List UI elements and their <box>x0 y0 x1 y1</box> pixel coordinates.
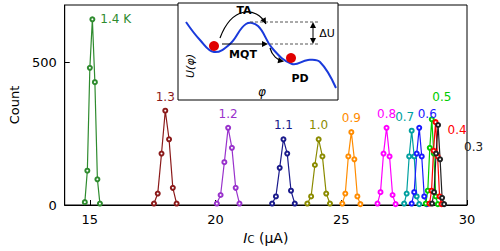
svg-text:30: 30 <box>459 212 476 227</box>
svg-text:MQT: MQT <box>229 48 257 61</box>
svg-text:0.6: 0.6 <box>418 107 437 121</box>
svg-text:0.3: 0.3 <box>464 140 483 154</box>
svg-text:Count: Count <box>7 86 22 125</box>
svg-text:25: 25 <box>333 212 350 227</box>
svg-text:PD: PD <box>291 72 308 85</box>
svg-text:0.4: 0.4 <box>448 123 467 137</box>
svg-text:1.0: 1.0 <box>309 118 328 132</box>
svg-text:20: 20 <box>207 212 224 227</box>
svg-text:1.1: 1.1 <box>274 118 293 132</box>
svg-text:I: I <box>243 229 248 246</box>
svg-text:C: C <box>247 234 254 245</box>
svg-text:1.3: 1.3 <box>156 90 175 104</box>
svg-text:15: 15 <box>82 212 99 227</box>
svg-text:0.8: 0.8 <box>377 107 396 121</box>
svg-text:0.9: 0.9 <box>342 111 361 125</box>
svg-text:TA: TA <box>236 4 252 17</box>
svg-text:1.2: 1.2 <box>219 107 238 121</box>
svg-text:(μA): (μA) <box>254 230 288 246</box>
svg-text:0.5: 0.5 <box>432 90 451 104</box>
svg-text:0: 0 <box>48 198 56 213</box>
svg-text:φ: φ <box>258 85 266 99</box>
svg-text:ΔU: ΔU <box>319 27 335 40</box>
svg-text:U(φ): U(φ) <box>184 54 197 78</box>
svg-text:0.7: 0.7 <box>395 110 414 124</box>
svg-text:500: 500 <box>32 55 57 70</box>
svg-text:1.4 K: 1.4 K <box>100 12 132 26</box>
